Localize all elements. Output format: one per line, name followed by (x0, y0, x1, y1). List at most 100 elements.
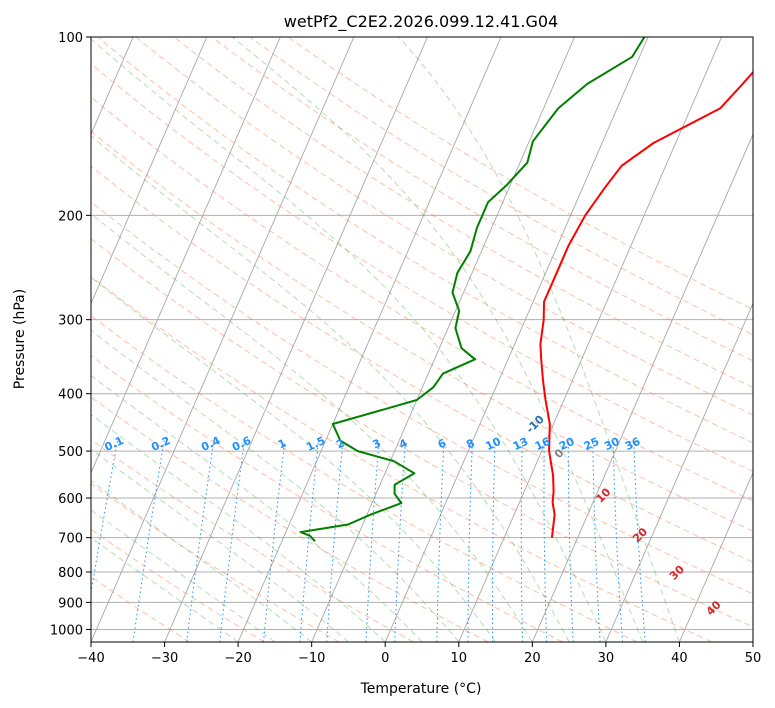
isotherm-line (0, 37, 60, 642)
moist-adiabat-label: 30 (667, 562, 687, 582)
dry-adiabat-line (91, 276, 713, 642)
moist-adiabat-line (91, 135, 570, 642)
mixing-ratio-label: 3 (370, 436, 382, 451)
x-tick-label: 50 (745, 651, 762, 666)
mixing-ratio-label: 8 (464, 436, 476, 451)
dewpoint-profile-line (299, 37, 646, 542)
mixing-ratio-line (436, 440, 445, 642)
dry-adiabat-line (212, 37, 753, 362)
x-tick-label: −40 (77, 651, 104, 666)
isotherm-line (752, 640, 753, 642)
moist-adiabat-line (91, 329, 460, 642)
dry-adiabat-line (91, 528, 265, 642)
mixing-ratio-line (91, 440, 118, 596)
moist-adiabat-line (91, 38, 607, 642)
x-axis-label: Temperature (°C) (360, 681, 482, 697)
dry-adiabat-line (91, 165, 753, 563)
x-tick-label: −10 (298, 651, 325, 666)
mixing-ratio-label: 4 (397, 436, 410, 451)
x-tick-label: 10 (451, 651, 468, 666)
mixing-ratio-line (567, 440, 574, 642)
line-labels: 0.1 0.2 0.4 0.6 1 1.5 2 3 4 6 8 10 13 16 20 25 30 36-1001… (103, 413, 724, 619)
y-tick-label: 900 (58, 596, 83, 611)
dry-adiabat-line (91, 63, 753, 473)
y-axis-label: Pressure (hPa) (12, 289, 28, 389)
dry-adiabat-line (91, 130, 753, 532)
dry-adiabat-line (288, 37, 753, 310)
y-tick-label: 500 (58, 445, 83, 460)
isotherm-line (91, 37, 281, 474)
dry-adiabat-label: -10 (524, 413, 547, 436)
dry-adiabat-line (250, 37, 753, 336)
mixing-ratio-line (633, 440, 646, 642)
mixing-ratio-label: 10 (484, 435, 504, 453)
dry-adiabat-line (136, 37, 753, 416)
y-tick-label: 200 (58, 209, 83, 224)
x-axis-ticks: −40 −30 −20 −10 0 10 20 30 40 50 (77, 642, 761, 666)
x-tick-label: 20 (524, 651, 541, 666)
x-tick-label: −20 (224, 651, 251, 666)
chart-title: wetPf2_C2E2.2026.099.12.41.G04 (284, 12, 558, 32)
mixing-ratio-line (543, 440, 548, 642)
y-axis-ticks: 100 200 300 400 500 600 700 800 900 1000 (50, 31, 91, 638)
moist-adiabat-line (91, 537, 239, 642)
y-tick-label: 700 (58, 532, 83, 547)
mixing-ratio-label: 16 (533, 435, 553, 453)
y-tick-label: 800 (58, 566, 83, 581)
isotherm-line (237, 37, 502, 642)
mixing-ratio-label: 1 (276, 436, 288, 451)
background-lines (0, 37, 753, 642)
mixing-ratio-label: 25 (582, 435, 601, 453)
mixing-ratio-line (592, 440, 601, 642)
x-tick-label: −30 (151, 651, 178, 666)
mixing-ratio-line (132, 440, 165, 642)
moist-adiabat-line (91, 413, 386, 642)
mixing-ratio-line (612, 440, 624, 642)
moist-adiabat-line (91, 213, 533, 642)
dry-adiabat-line (174, 37, 753, 389)
moist-adiabat-label: 10 (593, 485, 613, 505)
dry-adiabat-line (91, 96, 753, 502)
moist-adiabat-line (91, 509, 276, 642)
y-tick-label: 400 (58, 388, 83, 403)
isotherm-line (679, 471, 753, 642)
x-tick-label: 30 (598, 651, 615, 666)
moist-adiabat-line (91, 480, 312, 642)
isotherm-line (458, 37, 723, 642)
dry-adiabat-line (91, 355, 563, 642)
y-tick-label: 1000 (50, 623, 83, 638)
isotherm-line (531, 133, 753, 642)
mixing-ratio-line (394, 440, 406, 642)
mixing-ratio-line (365, 440, 380, 642)
mixing-ratio-label: 30 (602, 435, 622, 453)
profile-lines (299, 37, 753, 542)
mixing-ratio-line (520, 440, 523, 642)
plot-frame (90, 36, 754, 643)
isotherm-line (91, 37, 355, 642)
isotherm-line (164, 37, 428, 642)
dry-adiabat-line (91, 315, 638, 642)
dry-adiabat-line (91, 483, 340, 642)
moist-adiabat-line (398, 37, 680, 642)
mixing-ratio-line (326, 440, 344, 642)
mixing-ratio-line (219, 440, 245, 642)
x-tick-label: 0 (381, 651, 389, 666)
mixing-ratio-line (467, 440, 473, 642)
dry-adiabat-line (91, 575, 190, 642)
moist-adiabat-line (232, 37, 644, 642)
y-tick-label: 100 (58, 31, 83, 46)
mixing-ratio-label: 13 (511, 435, 530, 453)
dry-adiabat-line (91, 201, 753, 595)
x-tick-label: 40 (671, 651, 688, 666)
mixing-ratio-line (492, 440, 496, 642)
mixing-ratio-label: 36 (623, 435, 643, 453)
mixing-ratio-label: 20 (557, 435, 577, 453)
isotherm-line (91, 37, 208, 305)
isotherm-line (384, 37, 649, 642)
moist-adiabat-line (91, 374, 423, 642)
dry-adiabat-line (98, 37, 753, 444)
mixing-ratio-line (186, 440, 215, 642)
moist-adiabat-line (91, 276, 496, 642)
moist-adiabat-label: 40 (704, 598, 724, 618)
